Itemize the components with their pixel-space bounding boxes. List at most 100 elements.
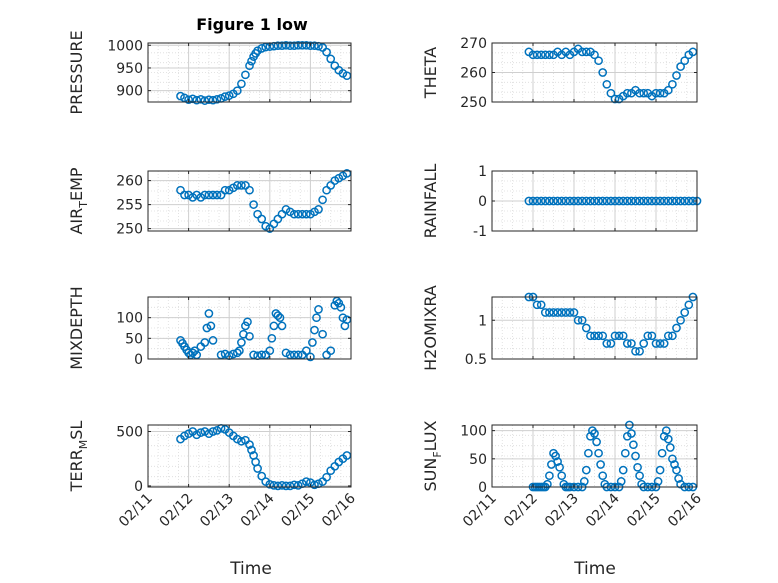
data-point — [273, 214, 283, 224]
data-point — [208, 427, 218, 436]
data-point — [668, 196, 677, 206]
data-point — [616, 477, 626, 486]
x-axis-label-left: Time — [229, 559, 272, 579]
subplot-4: -1 0 1 RAINFALL — [421, 164, 702, 240]
data-point — [569, 196, 579, 206]
x-tick-label: 02/13 — [197, 491, 237, 531]
subplot-8: 0 50 100 SUNFLUX 02/11 02/12 02/13 02/14 02/15 02… — [421, 420, 705, 530]
data-point — [277, 481, 287, 490]
data-point — [176, 91, 185, 101]
data-point — [635, 471, 644, 481]
data-point — [590, 429, 599, 438]
data-point — [281, 481, 291, 491]
data-point — [237, 79, 246, 89]
y-tick-label: 50 — [125, 331, 143, 347]
data-point — [633, 462, 642, 472]
data-point — [663, 196, 673, 206]
data-point — [232, 348, 242, 358]
data-point — [672, 196, 681, 206]
data-point — [200, 96, 210, 105]
data-point — [672, 465, 681, 475]
data-point — [528, 50, 538, 60]
x-tick-label: 02/11 — [460, 491, 500, 531]
axes-box — [147, 170, 352, 232]
data-point — [269, 321, 279, 331]
data-point — [257, 44, 267, 53]
data-point — [610, 94, 620, 104]
data-point — [586, 196, 595, 206]
data-point — [668, 331, 677, 341]
data-point — [297, 209, 307, 219]
axes-box — [491, 424, 698, 488]
x-tick-label: 02/12 — [501, 491, 541, 531]
data-point — [594, 196, 603, 206]
data-point — [536, 50, 546, 60]
data-point — [610, 331, 620, 341]
data-point — [655, 465, 665, 475]
y-axis-label: SUNFLUX — [421, 420, 444, 491]
data-point — [659, 196, 669, 206]
y-tick-label: 500 — [116, 425, 143, 441]
data-point — [557, 471, 567, 481]
y-tick-label: 260 — [460, 66, 487, 82]
data-point — [285, 481, 295, 491]
data-point — [676, 196, 685, 206]
data-point — [334, 298, 344, 308]
data-point — [579, 477, 589, 486]
data-point — [602, 339, 612, 348]
data-point — [253, 209, 262, 219]
data-point — [598, 471, 608, 481]
data-point — [618, 196, 628, 206]
data-point — [232, 86, 242, 96]
data-point — [663, 85, 673, 95]
x-tick-label: 02/14 — [583, 490, 623, 530]
data-point — [577, 47, 587, 57]
data-point — [584, 448, 593, 458]
data-point — [653, 477, 663, 486]
data-point — [573, 315, 583, 325]
data-point — [663, 331, 673, 341]
y-tick-label: 0 — [478, 480, 487, 496]
data-point — [581, 323, 591, 333]
data-point — [220, 185, 230, 195]
data-point — [289, 480, 299, 490]
data-point — [635, 196, 644, 206]
data-point — [322, 185, 331, 195]
data-point — [220, 92, 230, 101]
y-axis-label: AIRTEMP — [67, 167, 90, 234]
data-point — [565, 196, 575, 206]
data-point — [540, 196, 550, 206]
data-point — [306, 41, 315, 51]
data-point — [273, 41, 283, 51]
data-point — [565, 308, 575, 317]
data-point — [569, 308, 579, 317]
y-tick-label: 250 — [116, 222, 143, 238]
data-point — [212, 426, 222, 435]
data-point — [655, 339, 665, 348]
data-point — [237, 338, 246, 347]
data-point — [592, 437, 601, 447]
data-point — [614, 331, 624, 341]
y-tick-label: 1000 — [107, 38, 143, 54]
data-point — [336, 302, 346, 312]
data-point — [277, 41, 287, 51]
data-point — [269, 219, 279, 229]
data-point — [622, 196, 632, 206]
y-tick-label: 50 — [469, 452, 487, 468]
data-point — [618, 331, 628, 341]
data-point — [245, 331, 254, 341]
data-point — [318, 195, 327, 205]
y-tick-label: 900 — [116, 84, 143, 100]
subplot-6: 0.5 1 H2OMIXRA — [421, 285, 698, 371]
data-point — [293, 209, 303, 219]
data-point — [281, 40, 291, 50]
data-point — [267, 333, 277, 343]
data-point — [204, 190, 214, 200]
data-point — [676, 62, 685, 71]
data-point — [200, 190, 210, 200]
data-point — [273, 481, 283, 491]
data-point — [293, 481, 303, 490]
data-point — [553, 457, 562, 466]
data-point — [549, 196, 558, 206]
